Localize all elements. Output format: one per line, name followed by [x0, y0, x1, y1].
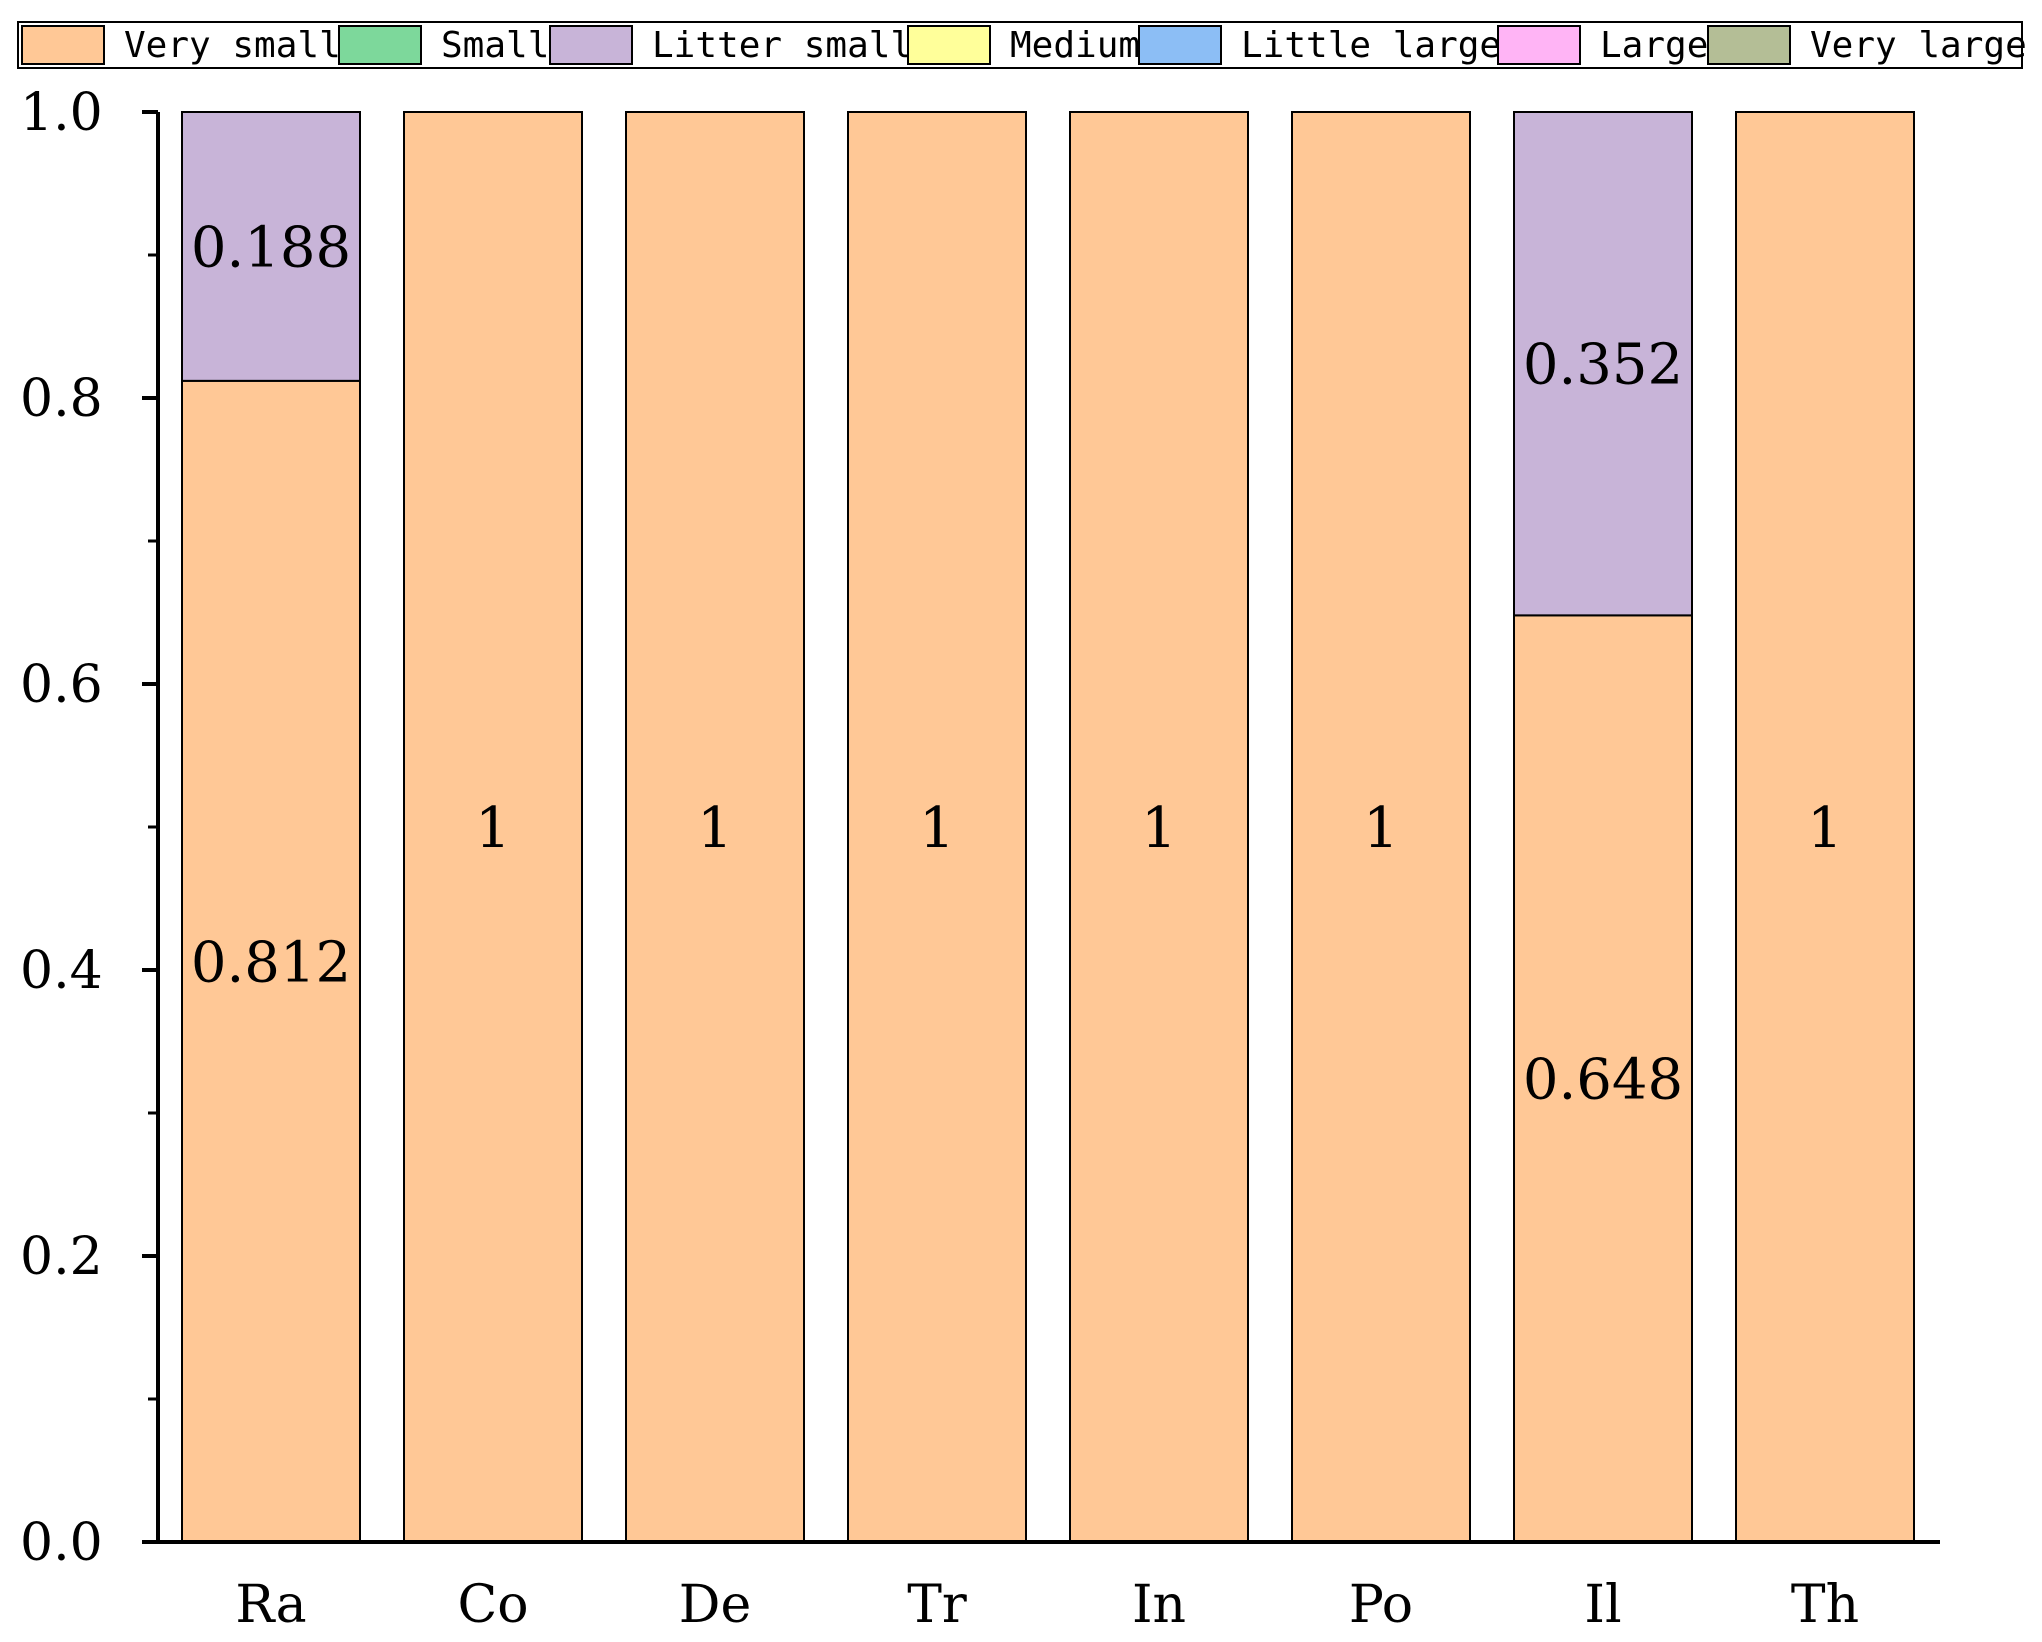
x-tick-label-po: Po [1349, 1575, 1413, 1635]
legend-swatch-litter-small [549, 25, 633, 65]
legend-swatch-large [1497, 25, 1581, 65]
data-label-tr-very-small: 1 [919, 796, 955, 861]
legend-label-very-small: Very small [124, 25, 341, 66]
legend-swatch-medium [907, 25, 991, 65]
y-tick-label: 1.0 [20, 83, 103, 143]
bar-co-very-small [403, 111, 583, 1543]
bar-ra-very-small [181, 379, 361, 1544]
legend-label-large: Large [1600, 25, 1708, 66]
bar-th-very-small [1735, 111, 1915, 1543]
axes: Ra Co De Tr In Po Il Th 0.0 0.2 0.4 0.6 0.8 1.0 [20, 83, 1940, 1635]
data-label-co-very-small: 1 [475, 796, 511, 861]
x-tick-label-in: In [1132, 1575, 1186, 1635]
legend-label-small: Small [441, 25, 549, 66]
bar-il-litter-small [1513, 111, 1693, 617]
bar-in-very-small [1069, 111, 1249, 1543]
data-label-il-very-small: 0.648 [1523, 1048, 1683, 1113]
bar-ra-litter-small [181, 111, 361, 382]
data-label-in-very-small: 1 [1141, 796, 1177, 861]
legend: Very small Small Litter small Medium Little … [17, 21, 2027, 69]
x-tick-label-tr: Tr [907, 1575, 967, 1635]
y-tick-label: 0.0 [20, 1513, 103, 1573]
x-tick-label-il: Il [1584, 1575, 1621, 1635]
legend-swatch-small [338, 25, 422, 65]
legend-swatch-very-small [21, 25, 105, 65]
y-tick-label: 0.4 [20, 941, 103, 1001]
x-tick-label-ra: Ra [235, 1575, 306, 1635]
bar-po-very-small [1291, 111, 1471, 1543]
data-labels: 0.812 0.188 1 1 1 1 1 0.648 0.352 1 [191, 215, 1843, 1112]
bars [181, 111, 1915, 1544]
data-label-ra-very-small: 0.812 [191, 930, 351, 995]
legend-label-litter-small: Litter small [652, 25, 912, 66]
data-label-ra-litter-small: 0.188 [191, 215, 351, 280]
x-tick-label-co: Co [457, 1575, 528, 1635]
data-label-po-very-small: 1 [1363, 796, 1399, 861]
bar-tr-very-small [847, 111, 1027, 1543]
data-label-th-very-small: 1 [1807, 796, 1843, 861]
legend-label-very-large: Very large [1810, 25, 2027, 66]
x-tick-label-th: Th [1791, 1575, 1859, 1635]
x-tick-label-de: De [679, 1575, 751, 1635]
y-tick-label: 0.6 [20, 655, 103, 715]
data-label-de-very-small: 1 [697, 796, 733, 861]
legend-swatch-little-large [1138, 25, 1222, 65]
y-tick-label: 0.2 [20, 1227, 103, 1287]
legend-swatch-very-large [1707, 25, 1791, 65]
legend-label-medium: Medium [1010, 25, 1140, 66]
data-label-il-litter-small: 0.352 [1523, 333, 1683, 398]
y-tick-label: 0.8 [20, 369, 103, 429]
bar-de-very-small [625, 111, 805, 1543]
legend-label-little-large: Little large [1241, 25, 1501, 66]
